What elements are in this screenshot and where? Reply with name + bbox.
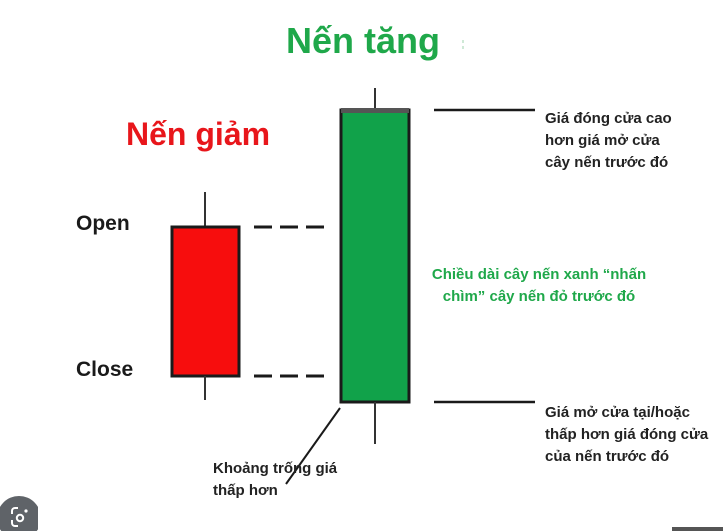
bearish-candle-body (170, 225, 241, 378)
open-lower-annotation: Giá mở cửa tại/hoặc thấp hơn giá đóng cử… (545, 404, 709, 465)
bullish-candle-title: Nến tăng (286, 20, 441, 61)
engulf-annotation: Chiều dài cây nến xanh “nhấn chìm” cây n… (431, 266, 647, 305)
bullish-candle-top-cap (341, 108, 409, 113)
bearish-candle-title: Nến giảm (126, 116, 271, 152)
bullish-candle-body (339, 108, 411, 404)
close-higher-annotation: Giá đóng cửa cao hơn giá mở cửa cây nến … (545, 110, 672, 171)
close-label: Close (76, 358, 134, 381)
faint-mark (462, 40, 464, 49)
google-lens-icon[interactable] (0, 496, 38, 531)
price-gap-annotation: Khoảng trống giá thấp hơn (213, 460, 338, 499)
gap-pointer-line (285, 407, 341, 485)
open-label: Open (76, 212, 130, 235)
scrollbar[interactable] (672, 527, 723, 531)
